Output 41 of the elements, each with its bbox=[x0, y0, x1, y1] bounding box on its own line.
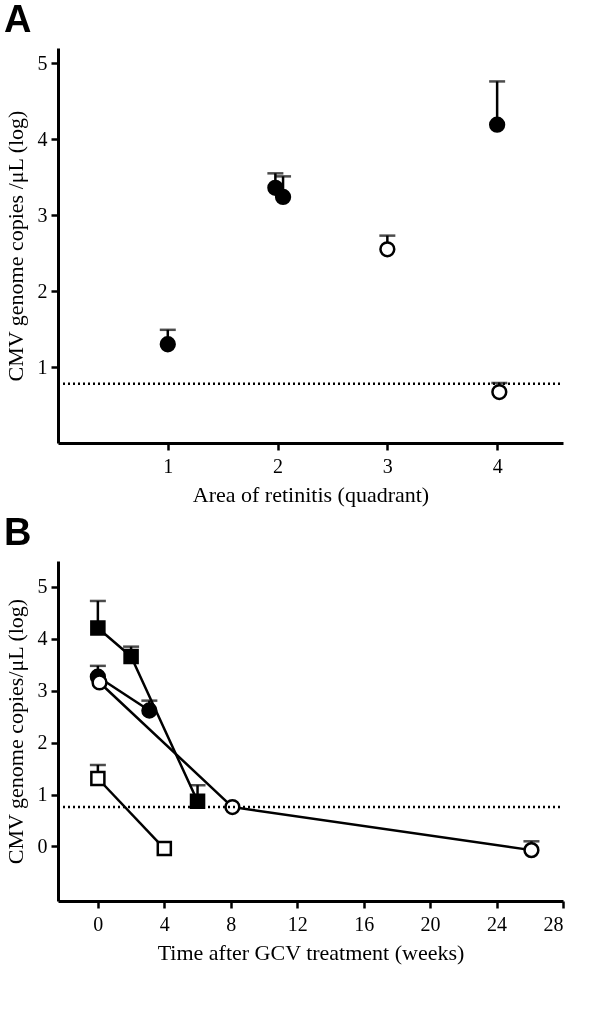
x-axis-title: Time after GCV treatment (weeks) bbox=[157, 939, 465, 965]
x-tick-label: 2 bbox=[273, 454, 284, 477]
x-tick-label: 24 bbox=[487, 912, 508, 935]
x-tick-label: 4 bbox=[159, 912, 170, 935]
x-tick-label: 0 bbox=[93, 912, 104, 935]
point bbox=[189, 793, 206, 810]
y-tick-label: 5 bbox=[37, 51, 48, 74]
y-tick-label: 4 bbox=[37, 127, 48, 150]
y-tick-label: 4 bbox=[37, 627, 48, 650]
y-tick-label: 1 bbox=[37, 355, 48, 378]
point bbox=[159, 336, 176, 353]
y-axis-title: CMV genome copies /μL (log) bbox=[2, 110, 28, 382]
y-tick-label: 1 bbox=[37, 783, 48, 806]
point bbox=[90, 770, 106, 787]
y-tick-label: 2 bbox=[37, 731, 48, 754]
x-tick-label: 4 bbox=[492, 454, 503, 477]
x-tick-label: 20 bbox=[420, 912, 441, 935]
x-tick-label: 1 bbox=[163, 454, 174, 477]
x-tick-label: 12 bbox=[287, 912, 308, 935]
point bbox=[90, 620, 106, 636]
point bbox=[156, 840, 173, 857]
y-tick-label: 2 bbox=[37, 279, 48, 302]
x-tick-label: 16 bbox=[354, 912, 375, 935]
point bbox=[91, 674, 108, 691]
y-tick-label: 3 bbox=[37, 679, 48, 702]
chart-title: A bbox=[4, 0, 32, 40]
x-tick-label: 28 bbox=[543, 912, 564, 935]
point bbox=[491, 383, 508, 401]
point bbox=[224, 798, 241, 816]
y-axis-title: CMV genome copies/μL (log) bbox=[2, 598, 28, 865]
point bbox=[274, 188, 292, 206]
x-axis-title: Area of retinitis (quadrant) bbox=[192, 481, 430, 507]
y-tick-label: 3 bbox=[37, 203, 48, 226]
point bbox=[123, 648, 139, 665]
chart-title: B bbox=[4, 511, 32, 553]
y-tick-label: 0 bbox=[37, 835, 48, 857]
x-tick-label: 3 bbox=[382, 454, 393, 477]
y-tick-label: 5 bbox=[37, 575, 48, 598]
point bbox=[488, 116, 506, 133]
point bbox=[379, 241, 396, 258]
x-tick-label: 8 bbox=[226, 912, 237, 935]
